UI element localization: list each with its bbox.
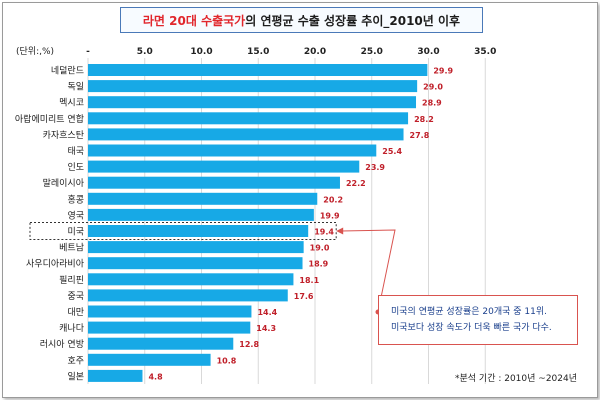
bar <box>88 64 428 76</box>
category-label: 필리핀 <box>59 274 84 286</box>
category-label: 러시아 연방 <box>40 339 84 350</box>
bar <box>88 96 417 109</box>
source-note: *분석 기간 : 2010년 ~2024년 <box>455 374 578 384</box>
x-tick-label: 5.0 <box>137 47 153 57</box>
value-label: 19.9 <box>320 211 340 220</box>
bar <box>88 144 377 157</box>
category-label: 일본 <box>67 371 84 382</box>
bar <box>88 289 288 302</box>
value-label: 29.0 <box>423 83 443 92</box>
x-tick-label: 30.0 <box>417 47 439 57</box>
x-tick-label: 20.0 <box>304 47 326 57</box>
value-label: 22.2 <box>346 179 366 188</box>
value-label: 28.2 <box>414 115 434 124</box>
bar <box>88 176 340 189</box>
bar <box>88 80 418 93</box>
category-label: 아랍에미리트 연합 <box>15 114 84 125</box>
bar <box>88 337 234 350</box>
x-tick-label: 35.0 <box>474 47 496 57</box>
x-tick-label: - <box>86 47 90 57</box>
value-label: 29.9 <box>433 67 453 76</box>
bar <box>88 321 251 334</box>
value-label: 27.8 <box>410 131 430 140</box>
category-label: 멕시코 <box>59 98 84 109</box>
value-label: 17.6 <box>294 292 314 301</box>
value-label: 4.8 <box>148 372 163 381</box>
x-tick-label: 15.0 <box>247 47 269 57</box>
bar <box>88 112 409 125</box>
category-label: 독일 <box>67 82 84 93</box>
value-label: 19.0 <box>310 244 330 253</box>
category-label: 베트남 <box>59 243 84 254</box>
category-label: 캐나다 <box>59 323 85 334</box>
value-label: 14.4 <box>257 308 277 317</box>
bar <box>88 225 309 237</box>
callout-line-1: 미국의 연평균 성장률은 20개국 중 11위. <box>391 307 547 317</box>
chart-title-rest: 의 연평균 수출 성장률 추이_2010년 이후 <box>245 13 461 28</box>
chart-title-highlight: 라면 20대 수출국가 <box>142 13 246 28</box>
value-label: 20.2 <box>323 195 343 204</box>
bar <box>88 241 304 254</box>
category-label: 인도 <box>67 162 84 173</box>
x-tick-label: 25.0 <box>361 47 383 57</box>
bar <box>88 128 404 141</box>
value-label: 19.4 <box>314 228 334 237</box>
category-label: 말레이시아 <box>43 177 85 189</box>
category-label: 영국 <box>67 210 84 221</box>
bar <box>88 257 303 270</box>
callout-note: 미국의 연평균 성장률은 20개국 중 11위. 미국보다 성장 속도가 더욱 … <box>378 295 578 345</box>
value-label: 14.3 <box>256 324 276 333</box>
bar <box>88 192 318 205</box>
chart-title: 라면 20대 수출국가 의 연평균 수출 성장률 추이_2010년 이후 <box>120 7 483 33</box>
category-label: 홍콩 <box>67 193 84 205</box>
category-label: 호주 <box>67 355 84 366</box>
bar <box>88 369 143 382</box>
value-label: 25.4 <box>382 147 402 156</box>
category-label: 중국 <box>67 291 84 302</box>
value-label: 12.8 <box>239 340 259 349</box>
category-label: 카자흐스탄 <box>43 130 84 141</box>
callout-connector <box>341 229 396 313</box>
unit-label: (단위:,%) <box>16 46 54 57</box>
value-label: 10.8 <box>217 356 237 365</box>
highlight-box <box>29 222 337 240</box>
category-label: 미국 <box>67 227 84 238</box>
value-label: 18.9 <box>309 260 329 269</box>
x-tick-label: 10.0 <box>190 47 212 57</box>
callout-arrow-head <box>336 227 344 235</box>
category-label: 네덜란드 <box>51 65 84 77</box>
bar <box>88 353 211 366</box>
category-label: 대만 <box>67 307 84 318</box>
bar <box>88 160 360 173</box>
bar <box>88 208 314 221</box>
value-label: 23.9 <box>365 163 385 172</box>
callout-line-2: 미국보다 성장 속도가 더욱 빠른 국가 다수. <box>391 323 552 333</box>
category-label: 태국 <box>67 146 84 157</box>
value-label: 18.1 <box>299 276 319 285</box>
value-label: 28.9 <box>422 99 442 108</box>
bar <box>88 305 252 318</box>
bar <box>88 273 294 286</box>
category-label: 사우디아라비아 <box>26 259 85 270</box>
